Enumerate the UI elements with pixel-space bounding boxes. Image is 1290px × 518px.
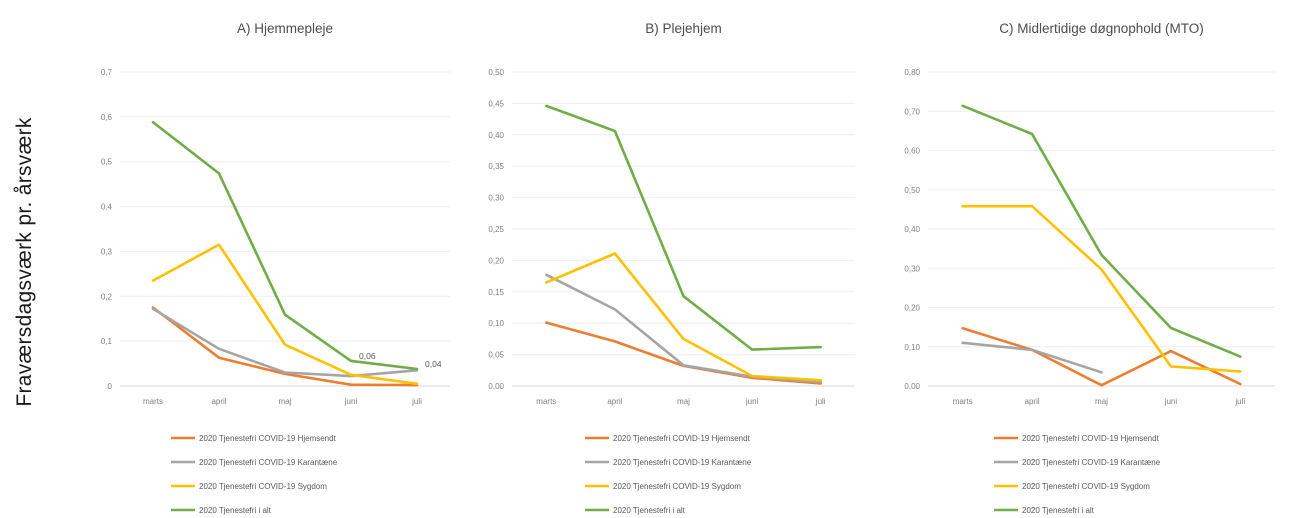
legend-entry: 2020 Tjenestefri i alt	[1022, 506, 1095, 515]
legend-entry: 2020 Tjenestefri COVID-19 Karantæne	[613, 458, 752, 467]
legend-entry: 2020 Tjenestefri COVID-19 Sygdom	[199, 482, 327, 491]
y-tick-label: 0,4	[101, 203, 113, 212]
y-tick-label: 0,10	[488, 319, 504, 328]
y-tick-label: 0,20	[904, 304, 920, 313]
chart-plejehjem: B) Plejehjem 0,00 0,05 0,10 0,15 0,20 0,25 0,30…	[460, 0, 870, 518]
chart-hjemmepleje-svg: A) Hjemmepleje 0 0,1 0,2 0,3 0,4 0,5 0,6 0,7 mart…	[101, 21, 450, 515]
y-tick-label: 0,70	[904, 107, 920, 116]
y-axis-label-text: Fraværsdagsværk pr. årsværk	[13, 117, 36, 407]
y-tick-label: 0,10	[904, 343, 920, 352]
chart-mto-svg: C) Midlertidige døgnophold (MTO) 0,00 0,10…	[904, 21, 1275, 515]
y-tick-label: 0,6	[101, 113, 113, 122]
y-tick-label: 0,00	[488, 382, 504, 391]
x-tick-label: juli	[1234, 397, 1245, 406]
legend-entry: 2020 Tjenestefri COVID-19 Hjemsendt	[613, 434, 751, 443]
y-tick-label: 0,45	[488, 99, 504, 108]
y-tick-label: 0,40	[488, 131, 504, 140]
series-line-sygdom	[545, 252, 822, 382]
series-line-ialt	[545, 104, 822, 351]
y-tick-label: 0,1	[101, 337, 113, 346]
y-tick-label: 0,05	[488, 351, 504, 360]
x-tick-label: juni	[1164, 397, 1178, 406]
legend-entry: 2020 Tjenestefri COVID-19 Hjemsendt	[1022, 434, 1160, 443]
series-line-sygdom	[961, 204, 1242, 373]
x-tick-label: maj	[677, 397, 690, 406]
series-line-sygdom	[151, 243, 419, 386]
x-tick-label: marts	[536, 397, 556, 406]
y-tick-label: 0,2	[101, 292, 113, 301]
chart-hjemmepleje: A) Hjemmepleje 0 0,1 0,2 0,3 0,4 0,5 0,6 0,7 mart…	[50, 0, 460, 518]
y-tick-label: 0,30	[488, 194, 504, 203]
series-line-hjemsendt	[545, 321, 822, 385]
x-tick-label: juli	[815, 397, 826, 406]
legend-entry: 2020 Tjenestefri COVID-19 Hjemsendt	[199, 434, 337, 443]
y-tick-label: 0,00	[904, 382, 920, 391]
y-tick-label: 0,15	[488, 288, 504, 297]
chart-title: A) Hjemmepleje	[237, 21, 333, 36]
y-tick-label: 0	[108, 382, 113, 391]
data-label: 0,06	[359, 351, 376, 361]
y-tick-label: 0,3	[101, 247, 113, 256]
y-tick-label: 0,5	[101, 158, 113, 167]
y-axis-label: Fraværsdagsværk pr. årsværk	[0, 0, 50, 518]
legend-entry: 2020 Tjenestefri COVID-19 Karantæne	[1022, 458, 1161, 467]
chart-title: B) Plejehjem	[645, 21, 722, 36]
series-line-ialt	[961, 104, 1242, 358]
series-line-hjemsendt	[151, 306, 419, 387]
x-tick-label: april	[211, 397, 226, 406]
series-line-karantaene	[961, 341, 1103, 374]
legend-entry: 2020 Tjenestefri COVID-19 Sygdom	[1022, 482, 1150, 491]
x-tick-label: marts	[143, 397, 163, 406]
y-tick-label: 0,40	[904, 225, 920, 234]
x-tick-label: maj	[279, 397, 292, 406]
x-tick-label: juni	[344, 397, 358, 406]
x-tick-label: marts	[953, 397, 973, 406]
y-tick-label: 0,30	[904, 264, 920, 273]
legend-entry: 2020 Tjenestefri COVID-19 Sygdom	[613, 482, 741, 491]
x-tick-label: maj	[1095, 397, 1108, 406]
series-line-karantaene	[545, 273, 822, 384]
series-line-ialt	[151, 120, 419, 371]
series-line-hjemsendt	[961, 327, 1242, 387]
x-tick-label: juli	[411, 397, 422, 406]
chart-title: C) Midlertidige døgnophold (MTO)	[999, 21, 1204, 36]
y-tick-label: 0,50	[488, 68, 504, 77]
y-tick-label: 0,60	[904, 147, 920, 156]
y-tick-label: 0,50	[904, 186, 920, 195]
legend-entry: 2020 Tjenestefri i alt	[199, 506, 272, 515]
y-tick-label: 0,20	[488, 256, 504, 265]
legend-entry: 2020 Tjenestefri i alt	[613, 506, 686, 515]
legend-entry: 2020 Tjenestefri COVID-19 Karantæne	[199, 458, 338, 467]
series-line-karantaene	[151, 307, 419, 378]
x-tick-label: april	[607, 397, 622, 406]
data-label: 0,04	[425, 359, 442, 369]
x-tick-label: juni	[745, 397, 759, 406]
y-tick-label: 0,35	[488, 162, 504, 171]
chart-mto: C) Midlertidige døgnophold (MTO) 0,00 0,10…	[870, 0, 1290, 518]
y-tick-label: 0,7	[101, 68, 113, 77]
x-tick-label: april	[1025, 397, 1040, 406]
y-tick-label: 0,80	[904, 68, 920, 77]
chart-plejehjem-svg: B) Plejehjem 0,00 0,05 0,10 0,15 0,20 0,25 0,30…	[488, 21, 855, 515]
y-tick-label: 0,25	[488, 225, 504, 234]
